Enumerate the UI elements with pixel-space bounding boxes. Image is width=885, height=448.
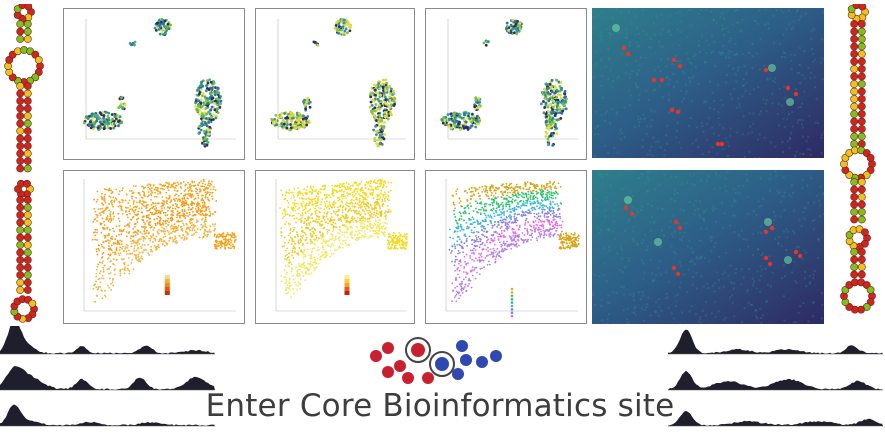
rna-hairpin-right-icon (840, 4, 876, 314)
fish-image-1 (592, 8, 824, 158)
coverage-tracks-left (0, 326, 215, 427)
umap-plot-1 (82, 17, 236, 148)
umap-plot-3 (440, 18, 578, 147)
hairpin-left-beads (4, 4, 44, 323)
enter-site-link[interactable]: Enter Core Bioinformatics site (205, 388, 675, 424)
molecule-cluster-logo-icon (370, 337, 502, 384)
hairpin-right-beads (840, 4, 876, 314)
rna-hairpin-left-icon (4, 4, 44, 323)
spatial-panel-2 (255, 170, 415, 324)
umap-panel-1 (63, 8, 245, 160)
umap-plot-2 (270, 17, 406, 148)
fish-image-2 (592, 170, 824, 324)
umap-panel-2 (255, 8, 415, 160)
spatial-panel-1 (63, 170, 245, 324)
coverage-tracks-right (668, 329, 883, 427)
umap-panel-3 (425, 8, 587, 160)
spatial-panel-3 (425, 170, 587, 324)
